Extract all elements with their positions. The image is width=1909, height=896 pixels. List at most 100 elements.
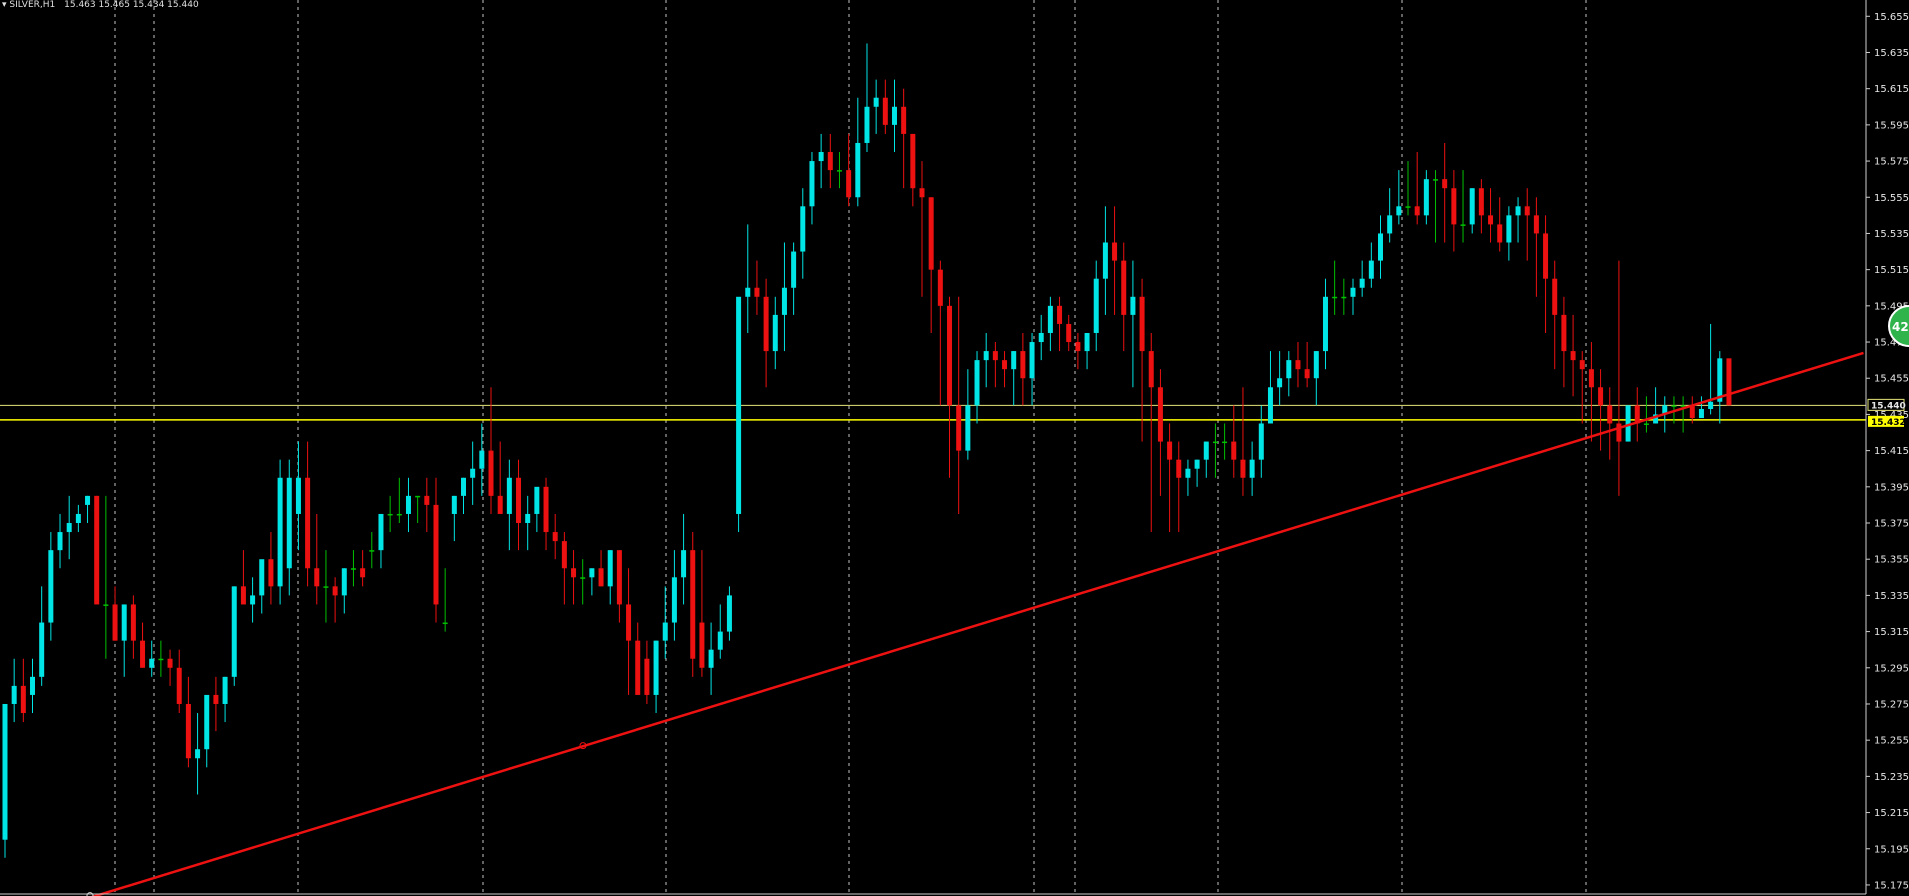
candle-body: [48, 550, 54, 623]
candle-body: [1726, 358, 1732, 406]
candle-body: [185, 703, 191, 759]
candle-body: [681, 550, 687, 578]
candle-body: [901, 106, 907, 134]
axis-tick-label: 15.355: [1874, 555, 1909, 566]
symbol-label: SILVER,H1: [9, 0, 56, 10]
candle-body: [1002, 360, 1008, 370]
candle-body: [598, 568, 604, 587]
axis-tick-label: 15.495: [1874, 301, 1909, 312]
trendline[interactable]: [90, 351, 1864, 896]
candle-body: [295, 477, 301, 514]
candle-body: [286, 477, 292, 569]
axis-tick-label: 15.255: [1874, 736, 1909, 747]
candle-body: [1570, 351, 1576, 361]
candle-body: [1368, 260, 1374, 279]
candle-body: [956, 405, 962, 451]
candle-body: [1478, 188, 1484, 216]
candle-body: [1011, 351, 1017, 370]
candle-body: [745, 287, 751, 297]
candle-body: [1267, 387, 1273, 424]
trendline-anchor-icon[interactable]: [579, 742, 587, 750]
level-price-tag-text: 15.432: [1871, 418, 1906, 428]
candle-body: [882, 97, 888, 125]
candle-body: [1552, 278, 1558, 315]
candle-body: [919, 188, 925, 198]
candle-body: [1167, 441, 1173, 460]
candle-body: [1387, 215, 1393, 234]
candle-body: [231, 586, 237, 677]
candle-body: [543, 486, 549, 533]
candle-body: [1460, 224, 1466, 226]
axis-tick-label: 15.615: [1874, 84, 1909, 95]
candle-body: [1634, 405, 1640, 424]
candle-body: [1515, 206, 1521, 216]
candle-body: [240, 586, 246, 605]
candle-body: [800, 206, 806, 252]
alert-badge-text: 42: [1892, 320, 1909, 334]
candle-body: [396, 513, 402, 516]
candle-body: [103, 604, 109, 606]
candle-body: [1588, 369, 1594, 388]
axis-tick-label: 15.175: [1874, 880, 1909, 891]
candle-body: [75, 513, 81, 524]
price-tags: 15.440 15.432: [1867, 398, 1906, 428]
header-arrow-icon: ▾: [2, 0, 7, 10]
candle-body: [1414, 206, 1420, 216]
candle-body: [1579, 360, 1585, 370]
candle-body: [626, 604, 632, 641]
trendline-group[interactable]: [86, 351, 1864, 896]
candle-body: [57, 532, 63, 551]
candle-body: [1295, 360, 1301, 370]
candle-body: [405, 495, 411, 514]
candle-body: [653, 640, 659, 695]
candle-body: [323, 586, 329, 588]
candle-body: [506, 477, 512, 514]
candle-body: [1423, 179, 1429, 216]
candle-body: [1680, 405, 1686, 407]
candle-body: [1543, 233, 1549, 279]
candle-body: [1148, 351, 1154, 388]
candle-body: [983, 351, 989, 361]
candle-body: [1020, 351, 1026, 379]
candle-body: [387, 513, 393, 516]
candle-body: [130, 604, 136, 641]
candle-body: [1075, 342, 1081, 352]
axis-tick-label: 15.275: [1874, 699, 1909, 710]
candle-body: [1717, 358, 1723, 402]
candle-body: [1359, 278, 1365, 288]
axis-tick-label: 15.335: [1874, 591, 1909, 602]
candle-body: [937, 269, 943, 306]
vertical-grid: [114, 0, 1587, 894]
candle-body: [1203, 441, 1209, 460]
candle-body: [1304, 369, 1310, 379]
candle-body: [204, 694, 210, 750]
alert-circle-icon[interactable]: [1888, 305, 1909, 347]
candle-body: [1029, 342, 1035, 379]
candle-body: [1607, 405, 1613, 424]
candle-body: [1469, 188, 1475, 225]
candle-body: [1332, 296, 1338, 299]
axis-tick-label: 15.575: [1874, 157, 1909, 168]
alert-badge[interactable]: 42: [1888, 305, 1909, 347]
candle-body: [525, 513, 531, 524]
candle-body: [1121, 260, 1127, 315]
candle-body: [1222, 441, 1228, 444]
candle-body: [809, 161, 815, 207]
candle-body: [1671, 405, 1677, 407]
axis-tick-label: 15.595: [1874, 120, 1909, 131]
candle-body: [332, 586, 338, 596]
candle-body: [1451, 188, 1457, 225]
axis-tick-label: 15.395: [1874, 482, 1909, 493]
axis-tick-label: 15.195: [1874, 844, 1909, 855]
candle-body: [1643, 423, 1649, 425]
candle-body: [415, 495, 421, 498]
bid-price-tag-text: 15.440: [1871, 401, 1906, 411]
candle-body: [1561, 314, 1567, 352]
candle-body: [910, 133, 916, 189]
candle-body: [1066, 323, 1072, 343]
candle-body: [699, 622, 705, 668]
candle-body: [1258, 423, 1264, 460]
candle-body: [11, 685, 17, 704]
candle-body: [176, 667, 182, 704]
